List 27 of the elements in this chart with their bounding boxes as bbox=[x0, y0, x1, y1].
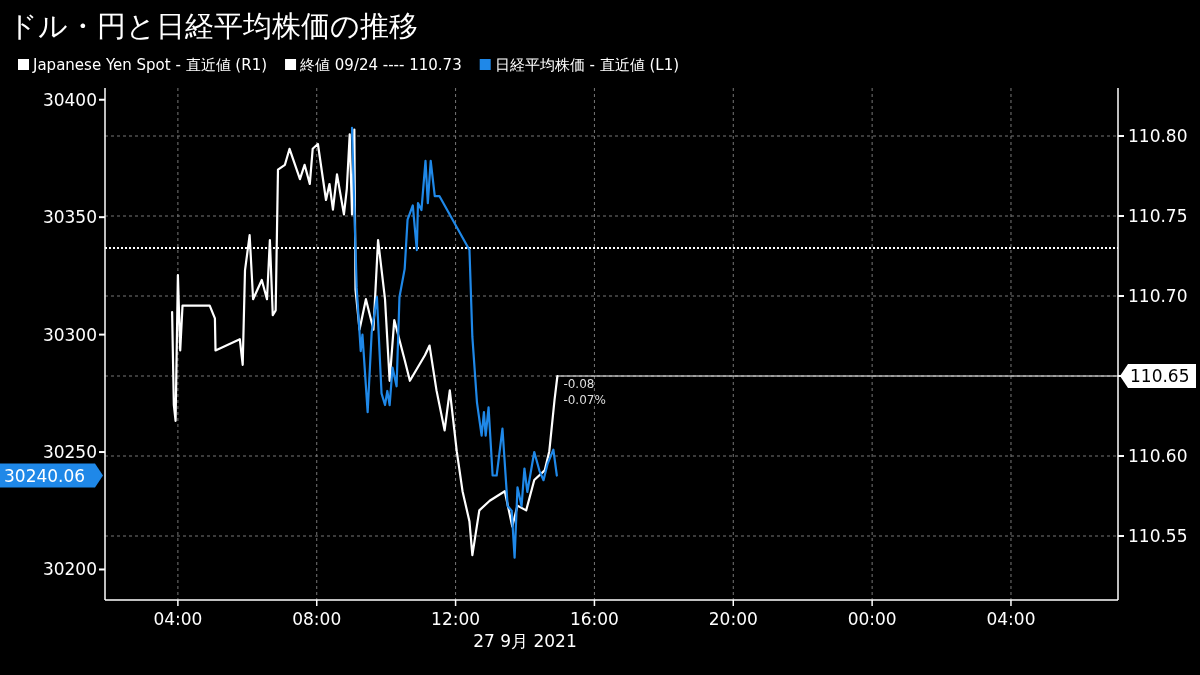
y-tick-label: 30400 bbox=[42, 89, 97, 110]
y2-tick-label: 110.75 bbox=[1128, 206, 1188, 226]
text: 110.65 bbox=[1130, 366, 1190, 386]
x-tick-label: 08:00 bbox=[292, 609, 342, 629]
y2-tick-label: 110.80 bbox=[1128, 126, 1188, 146]
annotation: -0.08 bbox=[563, 377, 595, 391]
x-tick-label: 20:00 bbox=[708, 609, 758, 629]
annotation: -0.07% bbox=[563, 393, 606, 407]
title: ドル・円と日経平均株価の推移 bbox=[8, 9, 418, 43]
x-tick-label: 04:00 bbox=[153, 609, 203, 629]
y-tick-label: 30250 bbox=[42, 442, 97, 463]
y-tick-label: 30200 bbox=[42, 559, 97, 580]
y-tick-label: 30300 bbox=[42, 324, 97, 345]
x-tick-label: 00:00 bbox=[847, 609, 897, 629]
x-tick-label: 04:00 bbox=[986, 609, 1036, 629]
x-tick-label: 12:00 bbox=[431, 609, 481, 629]
legend-label: Japanese Yen Spot - 直近値 (R1) bbox=[32, 56, 268, 74]
legend-label: 終値 09/24 ---- 110.73 bbox=[299, 56, 462, 74]
y2-tick-label: 110.70 bbox=[1128, 286, 1188, 306]
text: 30240.06 bbox=[4, 465, 86, 486]
y-tick-label: 30350 bbox=[42, 207, 97, 228]
legend-label: 日経平均株価 - 直近値 (L1) bbox=[494, 56, 680, 74]
x-axis-title: 27 9月 2021 bbox=[473, 631, 577, 651]
x-tick-label: 16:00 bbox=[569, 609, 619, 629]
y2-tick-label: 110.55 bbox=[1128, 526, 1188, 546]
y2-tick-label: 110.60 bbox=[1128, 446, 1188, 466]
line-series bbox=[350, 126, 558, 559]
